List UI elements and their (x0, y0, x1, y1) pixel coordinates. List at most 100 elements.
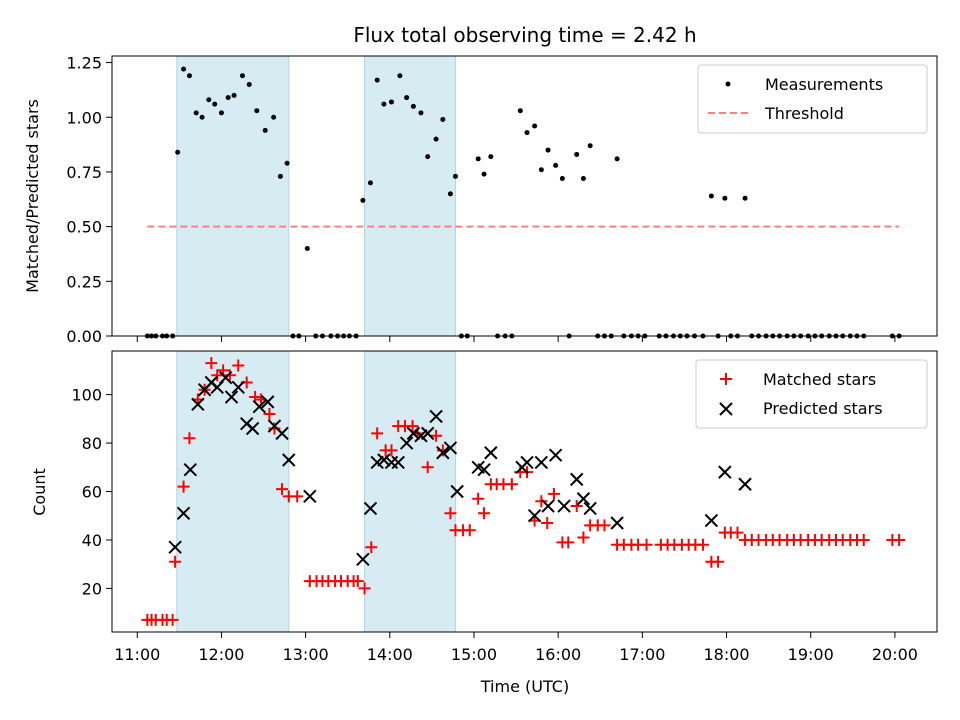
predicted-star-point (391, 455, 405, 470)
matched-legend-label: Matched stars (763, 370, 876, 389)
measurement-point (388, 99, 394, 105)
matched-star-point (696, 538, 709, 551)
predicted-star-point (541, 499, 555, 513)
predicted-star-point (261, 395, 275, 409)
measurement-point (587, 143, 593, 149)
matched-star-point (541, 516, 554, 529)
measurement-point (277, 173, 283, 179)
predicted-star-point (484, 446, 498, 460)
predicted-star-point (738, 477, 752, 491)
measurement-point (524, 130, 530, 136)
predicted-star-point (303, 489, 317, 504)
x-tick-label: 13:00 (283, 645, 329, 664)
measurement-point (722, 195, 728, 201)
predicted-star-point (429, 409, 443, 424)
matched-star-point (444, 507, 457, 520)
bottom-y-axis-label: Count (30, 468, 49, 516)
measurement-point (447, 191, 453, 197)
observing-window-band (176, 55, 290, 337)
observing-window-band (364, 55, 456, 337)
matched-star-point (205, 357, 218, 370)
predicted-star-point (399, 436, 414, 450)
measurement-point (574, 151, 580, 157)
matched-star-point (358, 582, 371, 595)
measurement-point (367, 180, 373, 186)
matched-star-point (177, 480, 190, 493)
predicted-star-point (477, 462, 491, 477)
measurement-point (381, 101, 387, 107)
matched-star-point (169, 555, 182, 568)
top-y-axis-label: Matched/Predicted stars (23, 99, 42, 293)
predicted-star-point (610, 516, 624, 530)
chart-title: Flux total observing time = 2.42 h (353, 23, 696, 47)
y-tick-label: 40 (82, 531, 102, 550)
x-tick-label: 20:00 (872, 645, 918, 664)
top-y-ticks: 0.00 0.25 0.50 0.75 1.00 1.25 (66, 54, 112, 346)
matched-star-point (291, 490, 304, 503)
matched-star-point (263, 407, 276, 420)
predicted-star-point (527, 509, 542, 523)
predicted-star-point (231, 380, 245, 395)
predicted-star-point (704, 513, 719, 528)
predicted-star-point (557, 499, 571, 513)
measurement-point (304, 246, 310, 251)
matched-star-point (166, 613, 179, 626)
observing-window-band (364, 350, 456, 633)
matched-star-point (712, 555, 725, 568)
measurement-point (254, 108, 260, 114)
top-axes-frame (111, 55, 938, 337)
bottom-legend-box (695, 359, 928, 429)
measurements-legend-label: Measurements (765, 75, 883, 94)
predicted-star-point (191, 397, 205, 412)
x-tick-label: 14:00 (367, 645, 413, 664)
measurement-point (481, 171, 487, 177)
measurement-point (225, 95, 231, 101)
matched-star-point (598, 519, 611, 532)
predicted-star-point (583, 501, 597, 516)
matched-legend-marker (720, 373, 732, 385)
measurement-point (231, 92, 237, 98)
measurements-legend-marker (725, 81, 731, 87)
x-tick-label: 18:00 (703, 645, 749, 664)
measurement-point (186, 73, 192, 79)
measurement-point (374, 77, 380, 83)
predicted-star-point (548, 448, 563, 462)
measurement-point (410, 103, 416, 109)
bottom-legend: Matched stars Predicted stars (695, 359, 928, 429)
measurement-point (452, 173, 458, 179)
measurement-point (199, 114, 205, 120)
measurement-point (218, 110, 224, 116)
predicted-star-point (252, 400, 267, 414)
y-tick-label: 0.25 (66, 272, 102, 291)
predicted-star-point (569, 472, 584, 487)
measurement-point (212, 101, 218, 107)
x-tick-label: 15:00 (451, 645, 497, 664)
y-tick-label: 1.00 (66, 108, 102, 127)
measurement-point (553, 162, 559, 168)
x-tick-label: 11:00 (114, 645, 160, 664)
y-tick-label: 1.25 (66, 54, 102, 73)
matched-star-point (472, 492, 485, 505)
y-tick-label: 60 (82, 483, 102, 502)
matched-star-point (365, 541, 378, 554)
measurement-point (545, 147, 551, 153)
matched-star-point (893, 533, 906, 546)
measurement-point (404, 95, 410, 101)
measurement-point (742, 195, 748, 201)
predicted-star-point (576, 492, 591, 506)
measurement-point (418, 110, 424, 116)
predicted-star-point (718, 465, 732, 479)
predicted-star-point (218, 370, 233, 385)
predicted-star-point (245, 421, 260, 436)
measurement-point (488, 154, 494, 160)
predicted-star-point (420, 426, 435, 441)
matched-star-point (731, 526, 744, 539)
measurement-point (262, 127, 268, 133)
x-tick-label: 19:00 (788, 645, 834, 664)
y-tick-label: 0.75 (66, 163, 102, 182)
matched-star-point (535, 495, 548, 508)
predicted-star-point (176, 506, 191, 521)
predicted-star-point (520, 455, 534, 470)
predicted-legend-label: Predicted stars (763, 399, 883, 418)
count-points (141, 357, 906, 626)
